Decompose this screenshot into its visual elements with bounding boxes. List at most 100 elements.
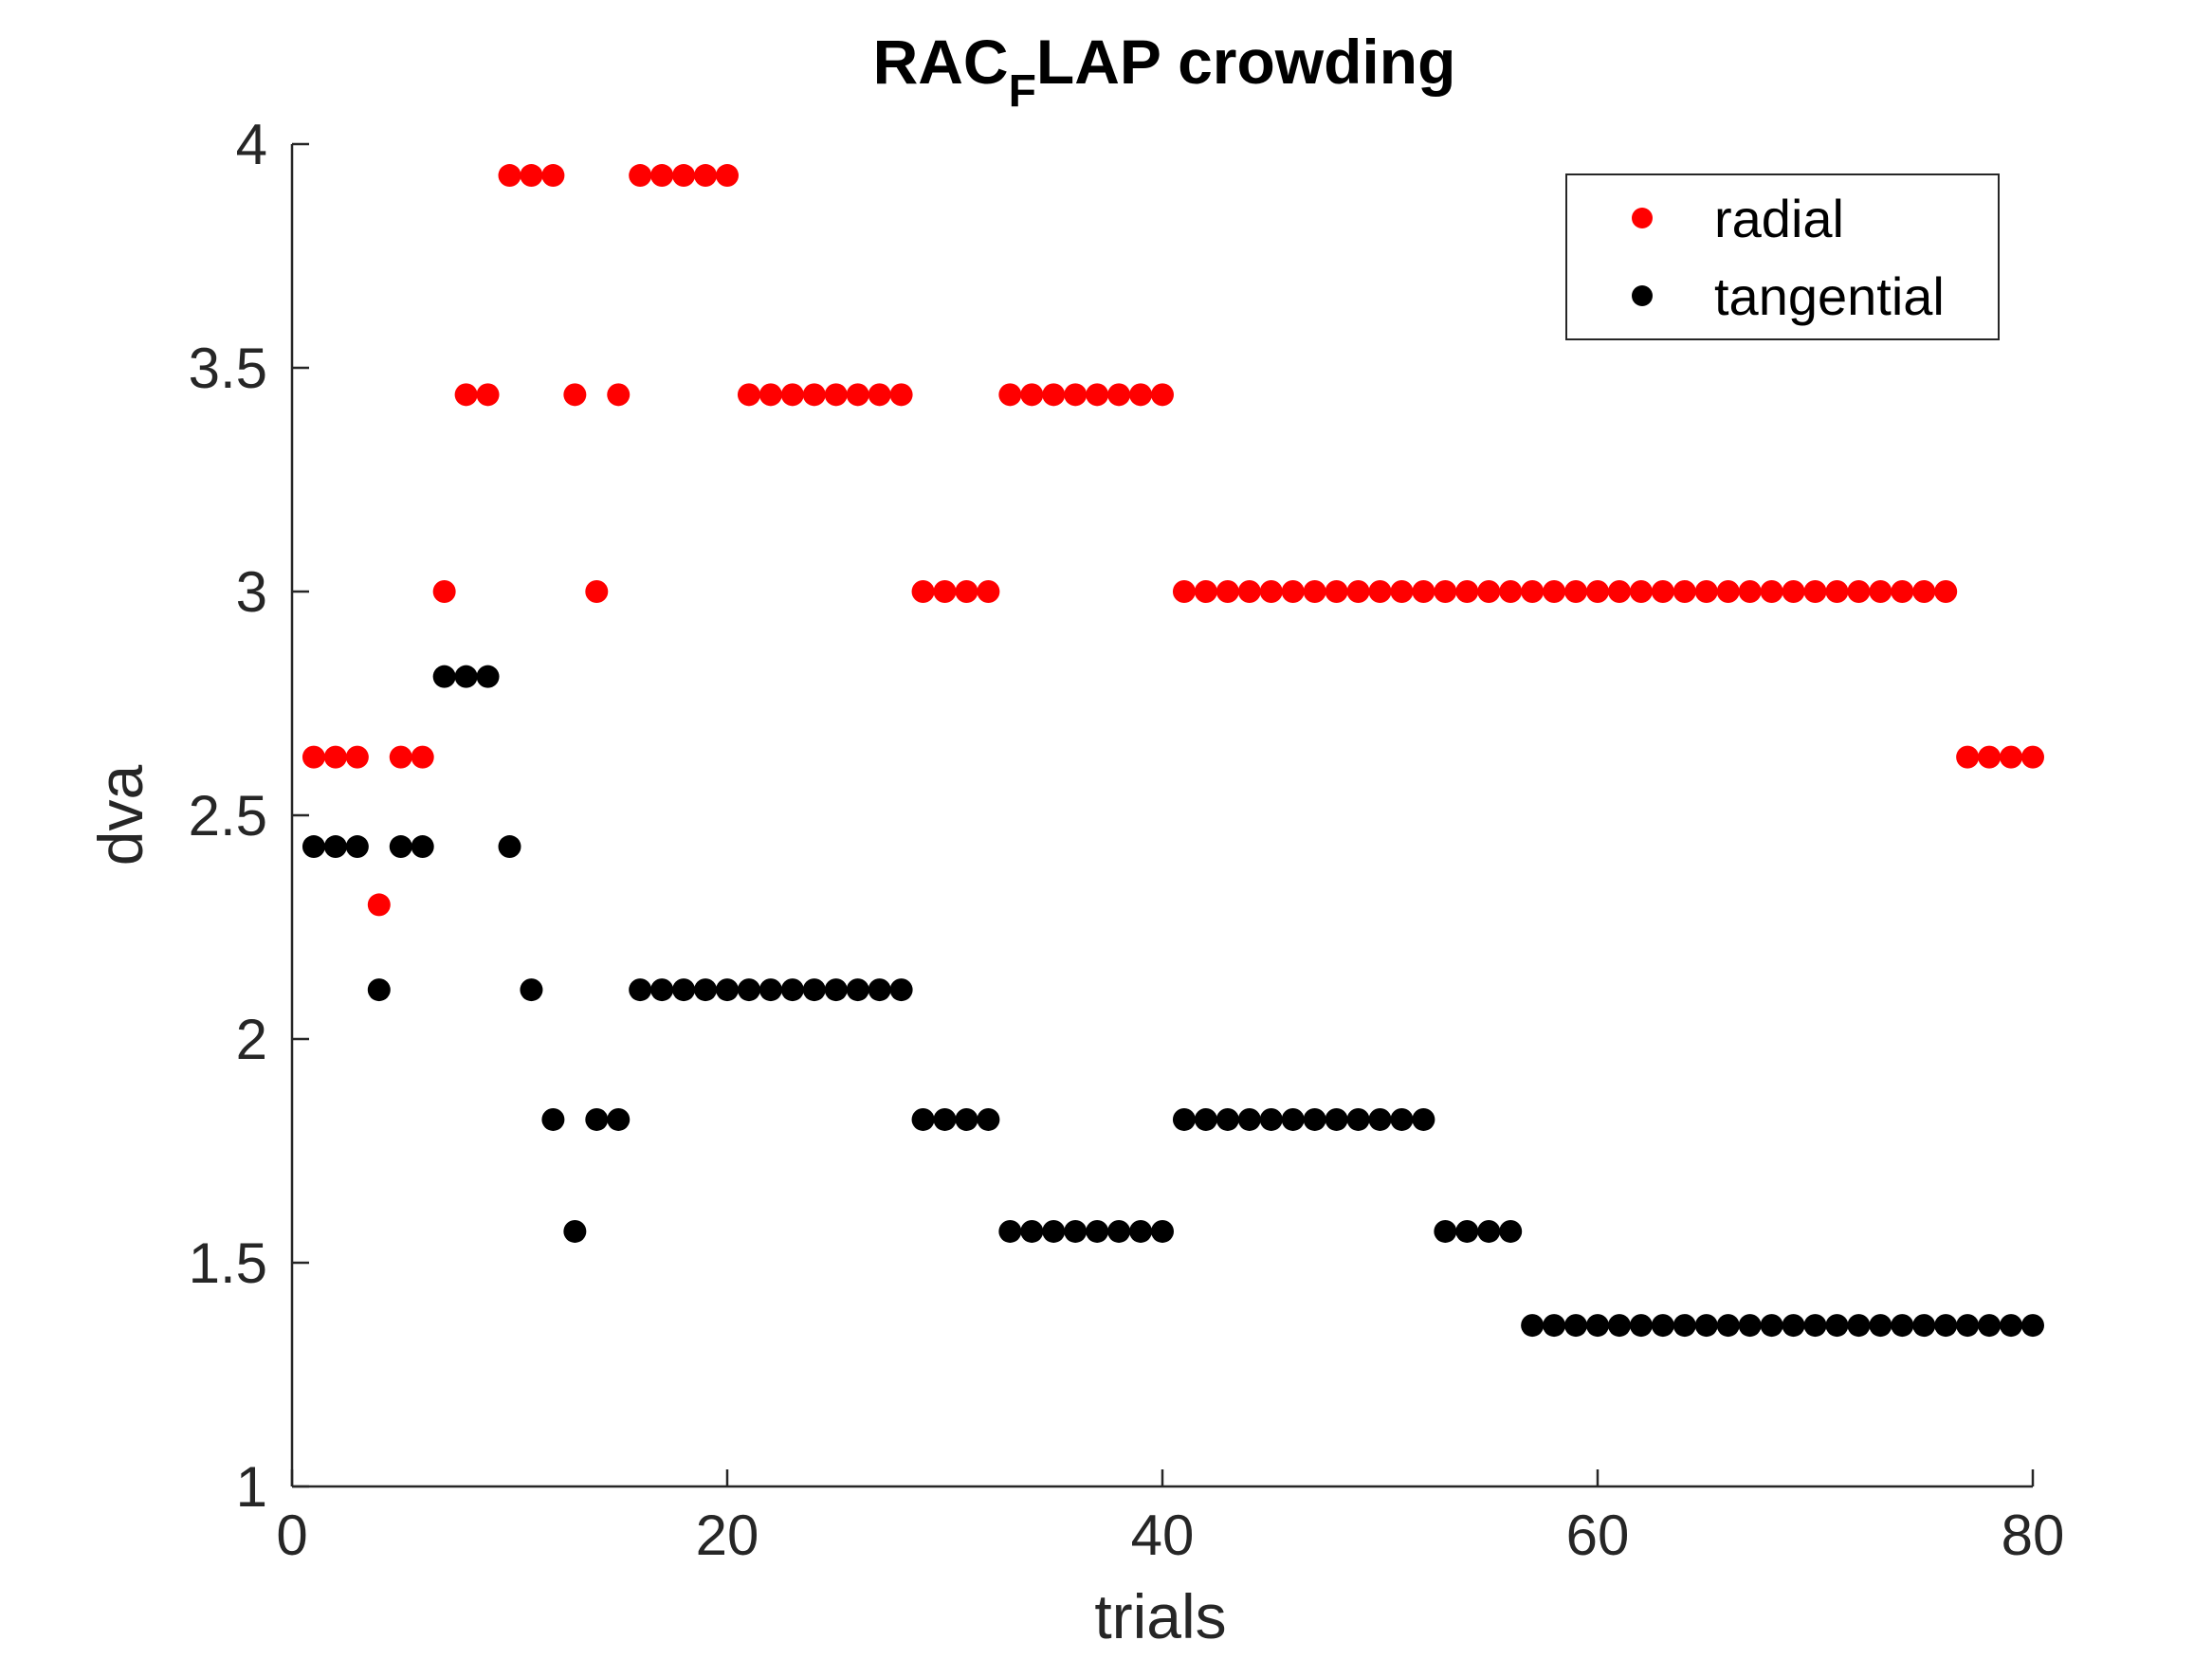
radial-data-point [1891, 580, 1914, 603]
radial-data-point [520, 164, 543, 188]
radial-data-point [476, 383, 500, 407]
radial-data-point [1237, 580, 1261, 603]
tangential-data-point [1956, 1314, 1980, 1338]
tangential-data-point [911, 1107, 935, 1131]
radial-data-point [1673, 580, 1696, 603]
radial-data-point [2000, 745, 2023, 769]
radial-data-point [607, 383, 631, 407]
tangential-data-point [1651, 1314, 1674, 1338]
radial-data-point [1020, 383, 1044, 407]
radial-data-point [955, 580, 978, 603]
tangential-data-point [933, 1107, 957, 1131]
legend-marker-radial [1632, 208, 1653, 228]
tangential-data-point [1738, 1314, 1762, 1338]
tangential-data-point [1281, 1107, 1305, 1131]
radial-data-point [541, 164, 565, 188]
tangential-data-point [1042, 1219, 1066, 1243]
tangential-data-point [868, 978, 891, 1002]
radial-data-point [889, 383, 913, 407]
radial-data-point [1869, 580, 1892, 603]
tangential-data-point [1543, 1314, 1566, 1338]
tangential-data-point [1064, 1219, 1088, 1243]
tangential-data-point [1912, 1314, 1936, 1338]
radial-data-point [672, 164, 696, 188]
tangential-data-point [1782, 1314, 1805, 1338]
radial-data-point [1107, 383, 1131, 407]
tangential-data-point [1869, 1314, 1892, 1338]
tangential-data-point [759, 978, 782, 1002]
tangential-data-point [716, 978, 739, 1002]
tangential-data-point [389, 835, 412, 859]
tangential-data-point [824, 978, 848, 1002]
tangential-data-point [323, 835, 347, 859]
radial-data-point [1042, 383, 1066, 407]
legend-label-radial: radial [1714, 189, 1844, 248]
radial-data-point [650, 164, 674, 188]
radial-data-point [389, 745, 412, 769]
tangential-data-point [1760, 1314, 1783, 1338]
tangential-data-point [955, 1107, 978, 1131]
tangential-data-point [998, 1219, 1022, 1243]
radial-data-point [1716, 580, 1740, 603]
radial-data-point [1782, 580, 1805, 603]
radial-data-point [1346, 580, 1370, 603]
tangential-data-point [977, 1107, 1000, 1131]
legend-marker-tangential [1632, 285, 1653, 306]
y-tick-label: 3.5 [189, 337, 267, 400]
tangential-data-point [737, 978, 760, 1002]
radial-data-point [454, 383, 478, 407]
radial-data-point [1629, 580, 1653, 603]
tangential-data-point [1564, 1314, 1588, 1338]
tangential-data-point [1086, 1219, 1109, 1243]
radial-data-point [1325, 580, 1348, 603]
y-tick-label: 2 [236, 1008, 267, 1071]
x-axis-ticks: 0 20 40 60 80 [276, 1469, 2064, 1567]
radial-data-point [1434, 580, 1457, 603]
tangential-data-point [1629, 1314, 1653, 1338]
radial-data-point [432, 580, 456, 603]
tangential-data-point [585, 1107, 609, 1131]
y-axis-label: dva [85, 765, 155, 866]
radial-data-point [1194, 580, 1217, 603]
tangential-data-point [476, 665, 500, 688]
tangential-data-point [1194, 1107, 1217, 1131]
tangential-data-point [1499, 1219, 1523, 1243]
tangential-data-point [1934, 1314, 1958, 1338]
radial-data-point [585, 580, 609, 603]
tangential-data-point [1586, 1314, 1609, 1338]
radial-data-point [323, 745, 347, 769]
radial-data-point [1934, 580, 1958, 603]
radial-data-point [1064, 383, 1088, 407]
x-axis-label: trials [1094, 1581, 1226, 1651]
radial-data-point [1847, 580, 1871, 603]
radial-data-point [737, 383, 760, 407]
tangential-data-point [1434, 1219, 1457, 1243]
tangential-data-point [432, 665, 456, 688]
radial-data-point [1956, 745, 1980, 769]
radial-data-point [868, 383, 891, 407]
tangential-data-point [1607, 1314, 1631, 1338]
radial-data-point [2021, 745, 2044, 769]
tangential-data-point [780, 978, 804, 1002]
radial-data-point [1564, 580, 1588, 603]
tangential-data-point [1151, 1219, 1174, 1243]
chart-title-suffix: LAP crowding [1036, 27, 1455, 97]
series-radial-points [302, 164, 2044, 917]
radial-data-point [1803, 580, 1827, 603]
chart-title-prefix: RAC [873, 27, 1009, 97]
y-tick-label: 3 [236, 560, 267, 624]
radial-data-point [1455, 580, 1479, 603]
tangential-data-point [1673, 1314, 1696, 1338]
tangential-data-point [1847, 1314, 1871, 1338]
tangential-data-point [1020, 1219, 1044, 1243]
radial-data-point [846, 383, 869, 407]
tangential-data-point [1412, 1107, 1435, 1131]
tangential-data-point [1521, 1314, 1545, 1338]
radial-data-point [498, 164, 521, 188]
series-tangential-points [302, 665, 2044, 1338]
radial-data-point [759, 383, 782, 407]
radial-data-point [802, 383, 826, 407]
tangential-data-point [1455, 1219, 1479, 1243]
tangential-data-point [520, 978, 543, 1002]
